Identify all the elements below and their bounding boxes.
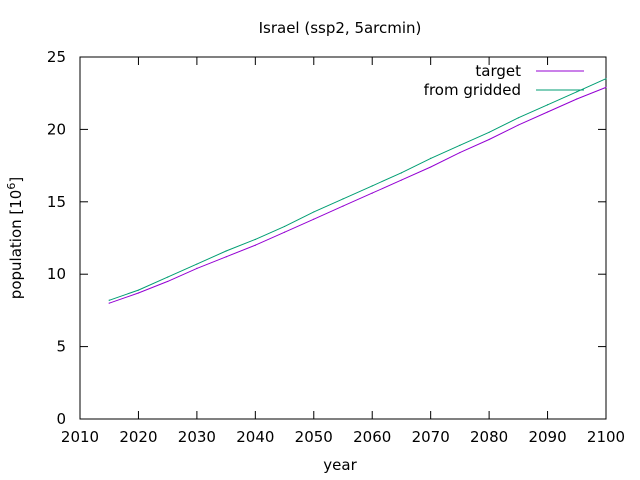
y-tick-label: 25 <box>47 48 66 66</box>
data-point <box>225 250 227 252</box>
x-tick-label: 2100 <box>587 428 625 446</box>
y-tick-label: 5 <box>56 338 66 356</box>
x-tick-label: 2050 <box>295 428 333 446</box>
data-point <box>108 299 110 301</box>
data-point <box>546 111 549 113</box>
x-tick-label: 2040 <box>236 428 274 446</box>
data-point <box>546 104 549 106</box>
y-tick-label: 10 <box>47 265 66 283</box>
data-point <box>488 138 490 141</box>
data-point <box>576 98 578 100</box>
y-tick-label: 0 <box>56 410 66 428</box>
data-point <box>137 292 140 294</box>
data-point <box>313 218 315 220</box>
x-tick-label: 2070 <box>412 428 450 446</box>
data-point <box>400 172 403 174</box>
data-point <box>488 131 490 133</box>
x-axis-label: year <box>323 456 357 474</box>
data-point <box>371 192 373 194</box>
data-point <box>167 280 169 283</box>
data-point <box>605 86 607 89</box>
data-point <box>283 225 286 228</box>
x-tick-label: 2080 <box>470 428 508 446</box>
chart-title: Israel (ssp2, 5arcmin) <box>259 19 422 37</box>
plot-frame <box>79 56 607 420</box>
data-point <box>371 185 373 187</box>
axis-ticks: 2010 2020 2030 2040 2050 2060 2070 2080 2090 2100… <box>47 48 625 446</box>
data-point <box>196 263 198 265</box>
data-point <box>517 117 519 119</box>
x-tick-label: 2090 <box>528 428 566 446</box>
series-line-target <box>109 86 607 304</box>
data-point <box>342 198 344 200</box>
legend-label: target <box>475 62 521 80</box>
x-tick-label: 2030 <box>178 428 216 446</box>
y-axis-label-close: ] <box>7 177 25 183</box>
data-point <box>283 231 286 233</box>
x-tick-label: 2010 <box>61 428 99 446</box>
data-point <box>108 302 110 304</box>
data-point <box>517 124 519 126</box>
data-point <box>459 151 461 154</box>
data-point <box>254 244 256 246</box>
y-tick-label: 15 <box>47 193 66 211</box>
x-tick-label: 2020 <box>119 428 157 446</box>
data-point <box>459 144 461 146</box>
data-point <box>605 78 607 80</box>
data-point <box>313 211 315 213</box>
y-axis-label: population [106] <box>5 177 25 299</box>
series-lines <box>108 78 607 304</box>
y-axis-label-base: population [10 <box>7 190 25 300</box>
data-point <box>167 276 169 278</box>
series-line-from-gridded <box>109 78 607 301</box>
data-point <box>576 91 578 93</box>
legend-label: from gridded <box>424 81 521 99</box>
data-point <box>137 289 140 291</box>
x-tick-label: 2060 <box>353 428 391 446</box>
data-point <box>430 157 432 159</box>
y-tick-label: 20 <box>47 120 66 138</box>
y-axis-label-exponent: 6 <box>5 183 18 190</box>
data-point <box>254 238 256 241</box>
data-point <box>225 256 227 258</box>
data-point <box>430 166 432 168</box>
data-point <box>342 205 344 207</box>
data-point <box>196 267 198 270</box>
data-point <box>400 179 403 181</box>
